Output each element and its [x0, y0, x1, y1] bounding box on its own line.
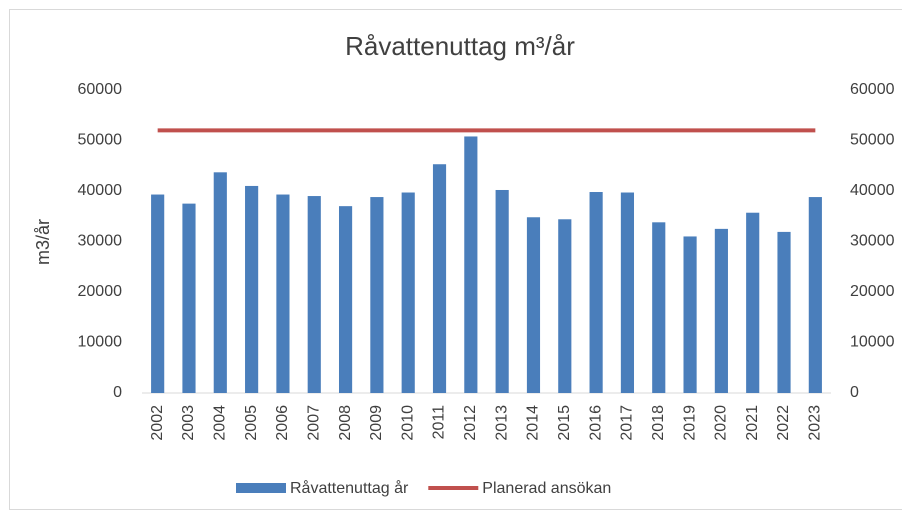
bar — [652, 222, 666, 393]
x-tick-label: 2009 — [368, 405, 385, 441]
y2-tick-label: 0 — [850, 384, 859, 401]
y2-tick-label: 20000 — [850, 283, 895, 300]
y-tick-label: 30000 — [78, 233, 123, 250]
bar — [589, 192, 603, 393]
y-tick-label: 0 — [113, 384, 122, 401]
x-tick-label: 2004 — [212, 405, 229, 441]
x-tick-label: 2012 — [462, 405, 479, 441]
bar — [495, 189, 509, 393]
bar — [213, 172, 227, 393]
y-tick-label: 50000 — [78, 132, 123, 149]
x-tick-label: 2019 — [681, 405, 698, 441]
x-tick-label: 2022 — [775, 405, 792, 441]
y2-tick-label: 10000 — [850, 334, 895, 351]
legend-label: Planerad ansökan — [482, 480, 611, 497]
y-axis-label: m3/år — [33, 219, 53, 265]
bar — [714, 228, 728, 393]
bar — [526, 217, 541, 393]
x-tick-label: 2017 — [619, 405, 636, 441]
bar — [370, 197, 384, 393]
legend-swatch — [236, 483, 286, 493]
bar — [338, 206, 353, 393]
x-tick-label: 2018 — [650, 405, 667, 441]
bar — [182, 203, 196, 393]
y2-tick-label: 50000 — [850, 132, 895, 149]
bar — [808, 197, 822, 393]
bar — [401, 192, 415, 393]
x-tick-label: 2021 — [744, 405, 761, 441]
legend-label: Råvattenuttag år — [290, 479, 409, 497]
x-tick-label: 2007 — [305, 405, 322, 441]
y-tick-label: 40000 — [78, 182, 123, 199]
bar — [245, 185, 259, 393]
bar — [777, 231, 791, 393]
bar — [276, 194, 290, 393]
bar — [746, 212, 760, 393]
x-tick-label: 2015 — [556, 405, 573, 441]
x-tick-label: 2006 — [274, 405, 291, 441]
y2-tick-label: 30000 — [850, 233, 895, 250]
bar — [151, 194, 165, 393]
bar — [620, 192, 635, 393]
bar — [683, 236, 697, 393]
bar — [558, 219, 572, 393]
x-tick-label: 2003 — [180, 405, 197, 441]
y2-tick-label: 60000 — [850, 81, 895, 98]
bar — [464, 136, 478, 393]
y-tick-label: 20000 — [78, 283, 123, 300]
x-tick-label: 2023 — [807, 405, 824, 441]
bar — [432, 164, 447, 393]
x-tick-label: 2020 — [713, 405, 730, 441]
bar — [307, 196, 321, 393]
y-tick-label: 10000 — [78, 334, 123, 351]
x-tick-label: 2013 — [493, 405, 510, 441]
y2-tick-label: 40000 — [850, 182, 895, 199]
y-tick-label: 60000 — [78, 81, 123, 98]
chart-border — [9, 9, 902, 510]
x-tick-label: 2005 — [243, 405, 260, 441]
chart-title: Råvattenuttag m³/år — [345, 31, 575, 61]
x-tick-label: 2002 — [149, 405, 166, 441]
x-tick-label: 2016 — [587, 405, 604, 441]
x-tick-label: 2008 — [337, 405, 354, 441]
x-tick-label: 2011 — [431, 405, 448, 440]
x-tick-label: 2010 — [399, 405, 416, 441]
x-tick-label: 2014 — [525, 405, 542, 441]
